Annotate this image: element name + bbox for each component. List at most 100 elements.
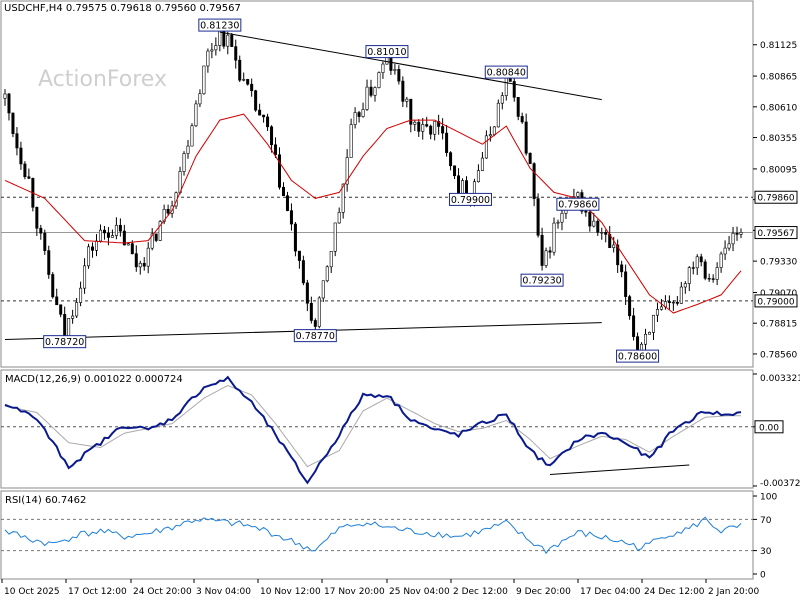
- candle: [377, 71, 381, 89]
- candle: [337, 207, 341, 224]
- candle: [285, 191, 289, 212]
- candle: [667, 295, 671, 310]
- candle-body: [138, 262, 142, 268]
- rsi-line: [4, 516, 742, 555]
- y-tick-label: 0.80610: [760, 103, 797, 113]
- candle: [230, 33, 234, 48]
- candle: [210, 42, 214, 59]
- price-pivot-box: [616, 349, 660, 363]
- candle-body: [71, 315, 75, 319]
- candle-body: [711, 278, 715, 280]
- candle-body: [552, 222, 556, 253]
- level-tag-text: 0.79000: [757, 297, 794, 307]
- price-pivot-box: [198, 18, 242, 32]
- candle-body: [683, 283, 687, 288]
- candle-body: [39, 227, 43, 234]
- candle: [536, 193, 540, 238]
- candle-body: [445, 132, 449, 153]
- rsi-tick-label: 30: [760, 547, 772, 557]
- candle-body: [281, 186, 285, 197]
- candle-body: [584, 210, 588, 213]
- candle: [238, 55, 242, 83]
- candle: [699, 253, 703, 267]
- candle-body: [632, 315, 636, 337]
- candle-body: [437, 121, 441, 127]
- candle: [274, 137, 278, 158]
- macd-plot: 0.00: [1, 375, 784, 485]
- candle: [453, 165, 457, 180]
- candle: [401, 76, 405, 108]
- candle-body: [313, 320, 317, 327]
- y-tick-label: 0.78560: [760, 350, 797, 360]
- candle: [98, 224, 102, 243]
- level-tag: 0.79860: [754, 190, 798, 204]
- candle: [417, 119, 421, 137]
- candle: [83, 258, 87, 294]
- candle: [353, 107, 357, 129]
- candle: [309, 296, 313, 324]
- candle-body: [250, 83, 254, 92]
- candle: [262, 114, 266, 123]
- main-panel-frame: [0, 0, 754, 368]
- candle-body: [512, 81, 516, 98]
- y-tick-label: 0.78815: [760, 320, 797, 330]
- time-tick-label: 3 Nov 04:00: [196, 587, 251, 597]
- candle-body: [528, 152, 532, 164]
- candle-body: [106, 232, 110, 238]
- candle: [556, 219, 560, 229]
- candle: [616, 239, 620, 273]
- rsi-plot: [1, 516, 753, 555]
- candle: [691, 261, 695, 275]
- candle-body: [731, 232, 735, 245]
- candle-body: [234, 46, 238, 61]
- time-tick-label: 25 Nov 04:00: [389, 587, 450, 597]
- candle: [91, 242, 95, 258]
- candle-body: [655, 309, 659, 316]
- level-tag: 0.79000: [754, 294, 798, 308]
- candle: [55, 288, 59, 306]
- candle-body: [158, 221, 162, 241]
- candle: [369, 79, 373, 98]
- candle: [186, 139, 190, 159]
- candle: [154, 233, 158, 243]
- current-price-box: [754, 226, 798, 240]
- candle: [671, 300, 675, 311]
- candle-body: [373, 87, 377, 96]
- candle-body: [644, 333, 648, 345]
- price-pivot-label: 0.79860: [556, 197, 600, 211]
- candle: [659, 299, 663, 311]
- candle: [289, 203, 293, 231]
- candle: [548, 246, 552, 259]
- candle-body: [365, 86, 369, 110]
- candle: [278, 147, 282, 190]
- main-plot: 0.81230 0.81010 0.80840 0.79900 0.79860 0.792…: [1, 18, 798, 363]
- candle: [254, 89, 258, 112]
- price-pivot-label: 0.79900: [448, 192, 492, 206]
- candle-body: [293, 223, 297, 252]
- time-tick-label: 17 Oct 12:00: [68, 587, 127, 597]
- candle-body: [83, 265, 87, 289]
- candle: [226, 31, 230, 55]
- candle: [711, 274, 715, 283]
- candle: [198, 89, 202, 108]
- price-pivot-text: 0.79900: [451, 195, 490, 206]
- candle: [588, 209, 592, 232]
- candle: [297, 250, 301, 269]
- candle: [612, 236, 616, 253]
- candle-body: [604, 232, 608, 235]
- candle: [250, 78, 254, 97]
- candle-body: [309, 302, 313, 321]
- time-tick-label: 2 Dec 12:00: [453, 587, 508, 597]
- y-tick-label: 0.79070: [760, 289, 797, 299]
- candle: [683, 281, 687, 294]
- candle-body: [258, 109, 262, 116]
- candle-body: [492, 126, 496, 135]
- candle-body: [500, 95, 504, 104]
- candle: [707, 273, 711, 282]
- price-pivot-text: 0.79230: [522, 276, 561, 287]
- candle-body: [540, 234, 544, 266]
- price-pivot-text: 0.78600: [618, 352, 657, 363]
- candle-body: [27, 176, 31, 179]
- candle: [11, 112, 15, 138]
- candle-body: [190, 125, 194, 147]
